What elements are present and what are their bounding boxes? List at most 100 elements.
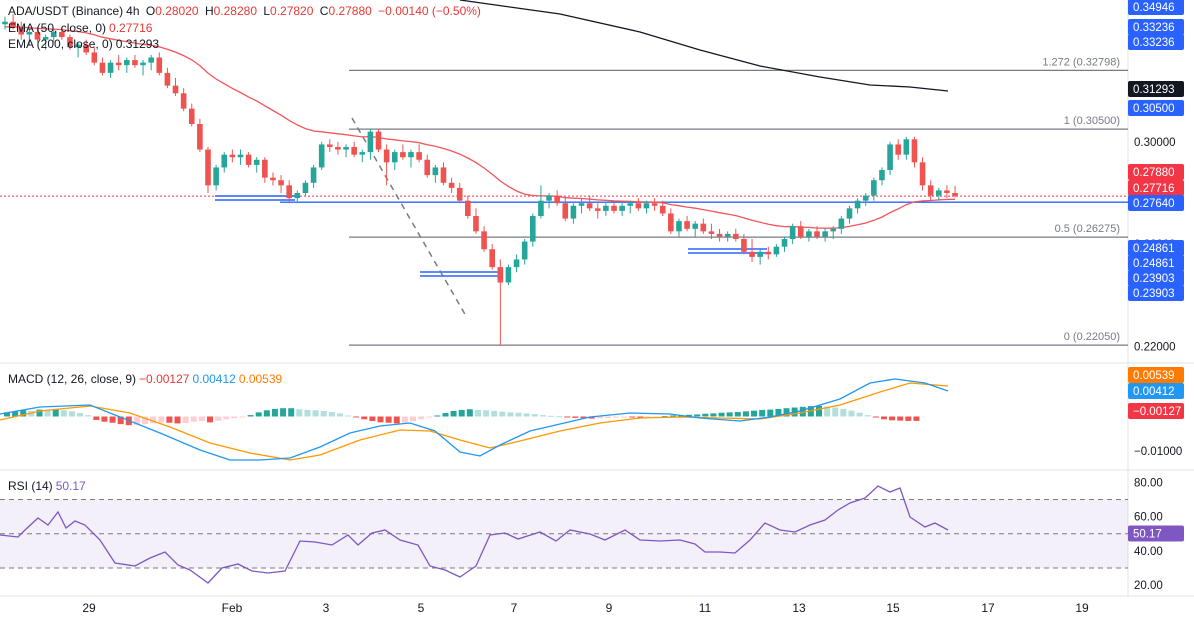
candle-body — [481, 231, 487, 250]
time-axis-tick: 13 — [792, 601, 806, 615]
macd-histogram-bar — [288, 408, 295, 417]
candle-body — [132, 60, 138, 66]
macd-histogram-bar — [239, 416, 246, 418]
rsi-legend: RSI (14) 50.17 — [8, 479, 89, 494]
macd-histogram-bar — [4, 412, 10, 417]
candle-body — [497, 267, 504, 283]
candle-body — [952, 193, 958, 197]
candle-body — [83, 44, 89, 53]
candle-body — [148, 57, 154, 63]
candle-body — [594, 208, 601, 211]
candle-body — [619, 205, 625, 211]
candle-body — [927, 185, 934, 196]
macd-hist-value: −0.00127 — [139, 372, 190, 386]
macd-histogram-bar — [377, 416, 384, 423]
candle-body — [91, 52, 98, 63]
candle-body — [554, 195, 560, 204]
macd-histogram-bar — [304, 409, 311, 417]
candle-body — [156, 57, 163, 73]
macd-histogram-bar — [117, 416, 124, 425]
time-axis-tick: 3 — [323, 601, 330, 615]
rsi-axis-tick: 40.00 — [1134, 546, 1163, 558]
candle-body — [676, 221, 682, 232]
candle-body — [562, 203, 569, 219]
candle-body — [67, 37, 73, 48]
candle-body — [42, 37, 49, 40]
candle-body — [700, 223, 707, 232]
macd-histogram-bar — [410, 416, 416, 422]
candle-body — [538, 200, 544, 217]
candle-body — [887, 144, 893, 170]
candle-body — [651, 203, 658, 206]
ema200-line — [459, 0, 949, 92]
candle-body — [310, 167, 317, 183]
macd-histogram-bar — [507, 412, 514, 417]
price-tag — [1128, 0, 1184, 15]
candle-body — [578, 203, 585, 206]
macd-legend: MACD (12, 26, close, 9) −0.00127 0.00412 0.… — [8, 372, 285, 387]
candle-body — [335, 146, 341, 150]
candle-body — [343, 146, 349, 150]
candle-body — [521, 241, 528, 260]
macd-histogram-bar — [556, 416, 563, 418]
time-axis-tick: 15 — [886, 601, 900, 615]
candle-body — [375, 131, 382, 150]
macd-histogram-bar — [28, 410, 35, 417]
price-tag-label: 0.31293 — [1133, 84, 1175, 96]
macd-histogram-bar — [588, 416, 595, 419]
high-label: H — [204, 4, 214, 18]
price-tag-label: 0.23903 — [1133, 288, 1175, 300]
macd-histogram-bar — [840, 408, 847, 417]
macd-histogram-bar — [751, 410, 758, 417]
time-axis-tick: 9 — [606, 601, 613, 615]
macd-histogram-bar — [726, 412, 733, 417]
price-tag — [1128, 270, 1184, 286]
macd-histogram-bar — [864, 415, 871, 417]
macd-price-tag — [1128, 383, 1184, 399]
candle-body — [838, 218, 845, 229]
candle-body — [367, 131, 374, 153]
macd-histogram-bar — [142, 416, 149, 425]
macd-histogram-bar — [385, 416, 392, 423]
candle-body — [627, 203, 634, 206]
candle-body — [213, 167, 219, 186]
candle-body — [18, 26, 25, 35]
macd-histogram-bar — [44, 409, 51, 417]
price-tag — [1128, 240, 1184, 256]
candle-body — [448, 182, 455, 188]
symbol-label: ADA/USDT (Binance) — [8, 4, 124, 18]
candle-body — [724, 233, 731, 237]
candle-body — [489, 249, 495, 268]
macd-histogram-bar — [621, 416, 628, 418]
fib-level-label: 0.5 (0.26275) — [1055, 223, 1120, 235]
macd-histogram-bar — [767, 409, 774, 417]
macd-histogram-bar — [296, 409, 303, 417]
rsi-price-tag-label: 50.17 — [1133, 528, 1162, 540]
macd-histogram-bar — [466, 409, 473, 417]
macd-histogram-bar — [783, 408, 790, 417]
macd-histogram-bar — [458, 409, 465, 417]
candle-body — [107, 62, 114, 73]
macd-histogram-bar — [215, 416, 222, 421]
candle-body — [797, 226, 804, 237]
candle-body — [903, 139, 910, 155]
macd-histogram-bar — [52, 408, 59, 417]
candle-body — [716, 233, 723, 237]
macd-histogram-bar — [742, 411, 749, 417]
fib-level-label: 1 (0.30500) — [1064, 115, 1120, 127]
candle-body — [34, 31, 41, 40]
macd-histogram-bar — [629, 416, 636, 418]
price-tag-label: 0.24861 — [1133, 258, 1175, 270]
macd-histogram-bar — [637, 416, 644, 418]
ema200-value: 0.31293 — [115, 37, 160, 51]
rsi-label: RSI (14) — [8, 479, 53, 493]
candle-body — [383, 149, 390, 163]
macd-histogram-bar — [515, 412, 522, 417]
macd-histogram-bar — [613, 416, 619, 418]
macd-histogram-bar — [434, 415, 441, 417]
macd-price-tag-label: 0.00539 — [1133, 370, 1175, 382]
candle-body — [741, 239, 747, 252]
macd-histogram-bar — [361, 416, 368, 420]
ema200-legend: EMA (200, close, 0) 0.31293 — [8, 37, 162, 52]
